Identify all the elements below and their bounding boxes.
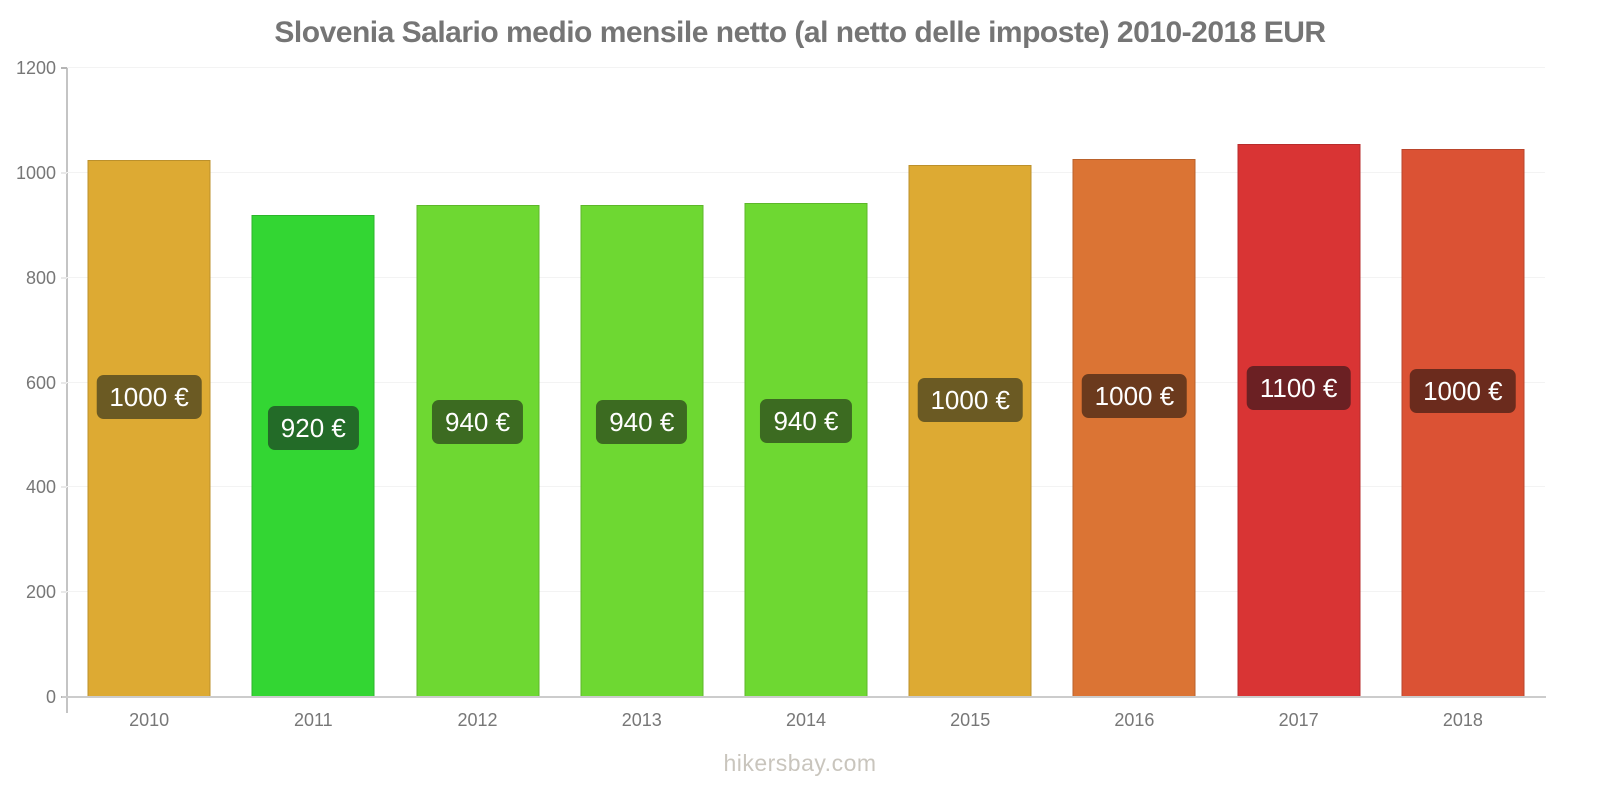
- y-axis-label-1000: 1000: [15, 162, 56, 183]
- x-axis-label-2015: 2015: [950, 710, 991, 730]
- bar-value-label-2014: 940 €: [760, 398, 852, 443]
- y-tick-1200: [61, 67, 67, 69]
- bar-value-label-2013: 940 €: [596, 400, 688, 445]
- bar-slot-2014: 940 €: [724, 68, 888, 697]
- y-axis-label-600: 600: [25, 372, 56, 393]
- bar-slot-2010: 1000 €: [67, 68, 231, 697]
- y-tick-600: [61, 381, 67, 384]
- bar-2012: 940 €: [416, 205, 540, 697]
- bar-2015: 1000 €: [908, 164, 1032, 697]
- x-axis-label-2012: 2012: [457, 710, 498, 730]
- bar-value-label-2018: 1000 €: [1410, 368, 1516, 413]
- bar-value-label-2016: 1000 €: [1081, 374, 1188, 419]
- bar-slot-2018: 1000 €: [1381, 68, 1545, 697]
- y-axis-label-200: 200: [25, 582, 56, 603]
- y-axis-labels: 0 200 400 600 800 1000 1200: [0, 59, 56, 706]
- bar-value-label-2010: 1000 €: [96, 374, 202, 419]
- bar-slot-2016: 1000 €: [1052, 68, 1216, 697]
- bar-slot-2012: 940 €: [395, 68, 559, 697]
- y-tick-400: [61, 486, 67, 489]
- bar-2011: 920 €: [251, 214, 375, 697]
- bar-value-label-2011: 920 €: [267, 405, 359, 450]
- bar-2014: 940 €: [744, 202, 868, 697]
- x-axis-label-2010: 2010: [129, 710, 170, 730]
- watermark-text: hikersbay.com: [723, 750, 877, 776]
- x-axis-label-2018: 2018: [1442, 710, 1483, 730]
- bar-value-label-2012: 940 €: [432, 400, 524, 445]
- y-axis-label-800: 800: [25, 267, 56, 288]
- bar-slot-2013: 940 €: [560, 68, 724, 697]
- x-axis-label-2016: 2016: [1114, 710, 1155, 730]
- y-axis-label-1200: 1200: [15, 58, 56, 78]
- bar-2016: 1000 €: [1072, 158, 1196, 697]
- bar-2018: 1000 €: [1401, 149, 1525, 697]
- gridline-1000: [67, 171, 1545, 173]
- x-axis-label-2014: 2014: [785, 710, 826, 730]
- x-axis-label-2017: 2017: [1278, 710, 1319, 730]
- y-axis-label-400: 400: [25, 477, 56, 498]
- plot-area: 1000 € 920 € 940 € 940 € 940 € 1000 € 1000 € 11…: [61, 67, 1545, 698]
- y-tick-1000: [61, 171, 67, 174]
- bar-2017: 1100 €: [1237, 144, 1361, 697]
- y-axis-label-0: 0: [45, 687, 56, 707]
- bars-row: 1000 € 920 € 940 € 940 € 940 € 1000 € 1000 € 11…: [67, 68, 1545, 697]
- x-axis-line: [62, 696, 1546, 698]
- bar-slot-2017: 1100 €: [1217, 68, 1381, 697]
- bar-2010: 1000 €: [87, 159, 211, 697]
- x-axis-label-2013: 2013: [621, 710, 662, 730]
- y-tick-200: [61, 591, 67, 594]
- y-axis-line: [66, 68, 68, 713]
- bar-value-label-2015: 1000 €: [917, 377, 1023, 422]
- chart-title: Slovenia Salario medio mensile netto (al…: [274, 16, 1326, 49]
- bar-slot-2015: 1000 €: [888, 68, 1052, 697]
- gridline-1200: [67, 67, 1545, 68]
- x-axis-label-2011: 2011: [293, 710, 333, 730]
- bar-value-label-2017: 1100 €: [1246, 365, 1351, 410]
- x-axis-labels: 2010 2011 2012 2013 2014 2015 2016 2017 2018: [67, 710, 1545, 731]
- y-tick-800: [61, 276, 67, 279]
- bar-2013: 940 €: [580, 205, 704, 697]
- bar-slot-2011: 920 €: [231, 68, 395, 697]
